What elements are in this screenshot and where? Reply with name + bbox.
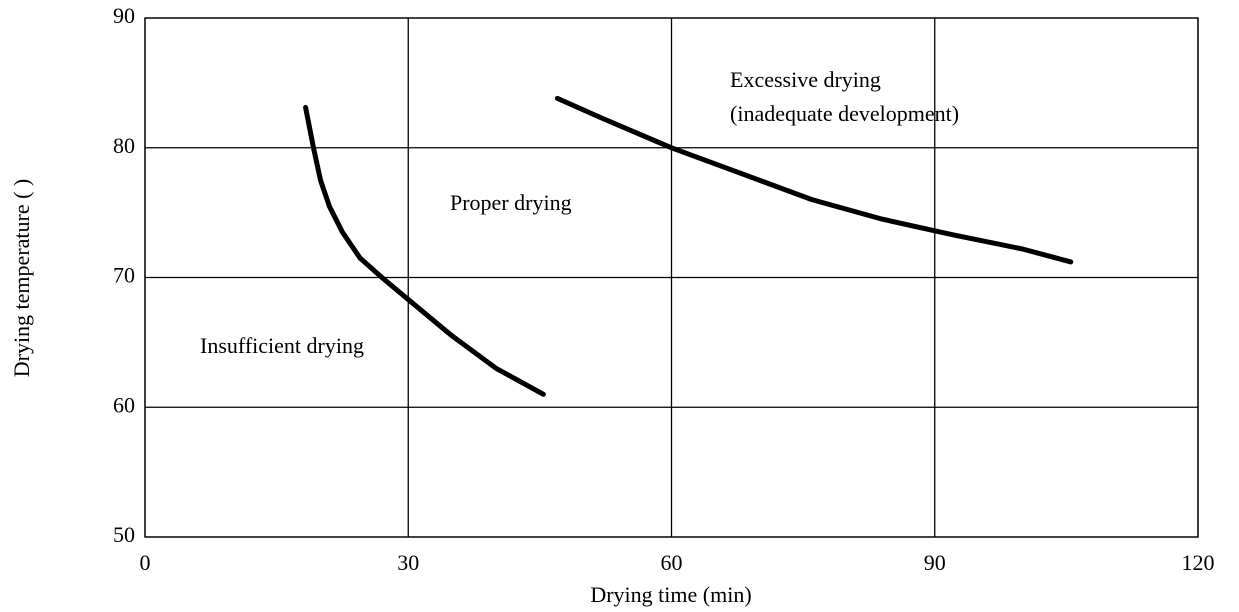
x-tick-label: 30 <box>397 550 419 575</box>
annotation: (inadequate development) <box>730 101 959 126</box>
annotation: Excessive drying <box>730 67 881 92</box>
y-tick-label: 60 <box>113 392 135 417</box>
y-tick-label: 50 <box>113 522 135 547</box>
x-axis-label: Drying time (min) <box>590 582 751 607</box>
y-tick-label: 70 <box>113 263 135 288</box>
y-tick-label: 90 <box>113 3 135 28</box>
x-tick-label: 90 <box>924 550 946 575</box>
y-axis-label: Drying temperature ( ) <box>9 179 34 378</box>
x-tick-label: 60 <box>661 550 683 575</box>
line <box>554 95 1074 265</box>
x-tick-label: 120 <box>1182 550 1215 575</box>
annotation: Proper drying <box>450 190 572 215</box>
x-tick-label: 0 <box>140 550 151 575</box>
y-tick-label: 80 <box>113 133 135 158</box>
annotation: Insufficient drying <box>200 333 364 358</box>
line <box>303 105 546 397</box>
